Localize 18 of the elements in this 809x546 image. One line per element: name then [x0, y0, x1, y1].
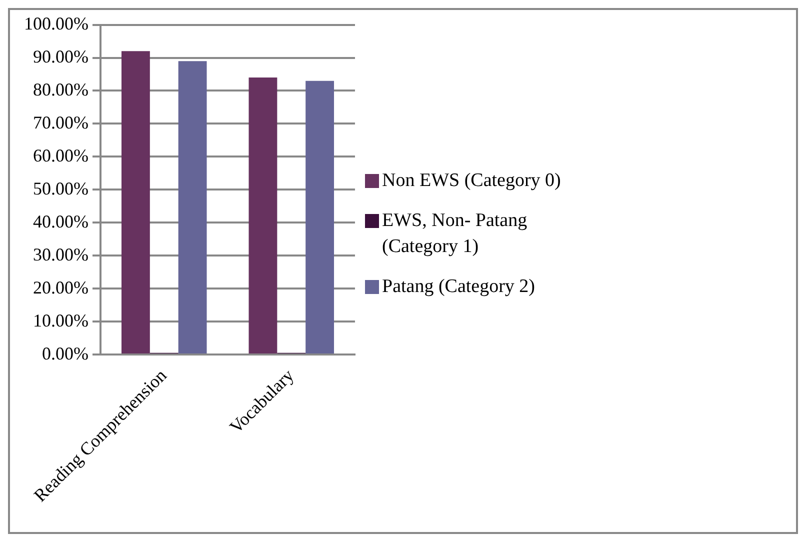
legend-label: Patang (Category 2) [382, 275, 536, 299]
y-tick-label: 90.00% [32, 46, 88, 67]
bar [306, 80, 334, 354]
y-tick-label: 50.00% [32, 178, 88, 198]
y-tick-label: 0.00% [42, 343, 88, 364]
y-tick-label: 30.00% [32, 244, 88, 264]
y-tick-label: 70.00% [32, 112, 88, 132]
y-tick-label: 60.00% [32, 145, 88, 166]
legend-label: Non EWS (Category 0) [382, 169, 561, 193]
y-tick-label: 100.00% [24, 14, 88, 34]
y-tick-label: 80.00% [32, 79, 88, 100]
y-tick-label: 40.00% [32, 211, 88, 232]
bar [248, 78, 278, 354]
legend-label: EWS, Non- Patang (Category 1) [382, 209, 528, 259]
y-tick-label: 10.00% [32, 310, 88, 330]
bar [178, 61, 207, 354]
bar [121, 51, 150, 354]
y-tick-label: 20.00% [32, 277, 88, 298]
